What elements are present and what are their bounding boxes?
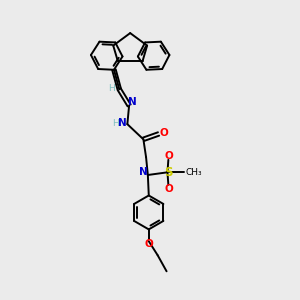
Text: CH₃: CH₃ bbox=[185, 168, 202, 177]
Text: O: O bbox=[165, 151, 174, 161]
Text: N: N bbox=[118, 118, 127, 128]
Text: S: S bbox=[164, 166, 173, 179]
Text: H: H bbox=[108, 84, 115, 93]
Text: O: O bbox=[159, 128, 168, 138]
Text: O: O bbox=[165, 184, 174, 194]
Text: N: N bbox=[139, 167, 147, 177]
Text: N: N bbox=[128, 98, 136, 107]
Text: H: H bbox=[112, 119, 119, 128]
Text: O: O bbox=[144, 239, 153, 249]
